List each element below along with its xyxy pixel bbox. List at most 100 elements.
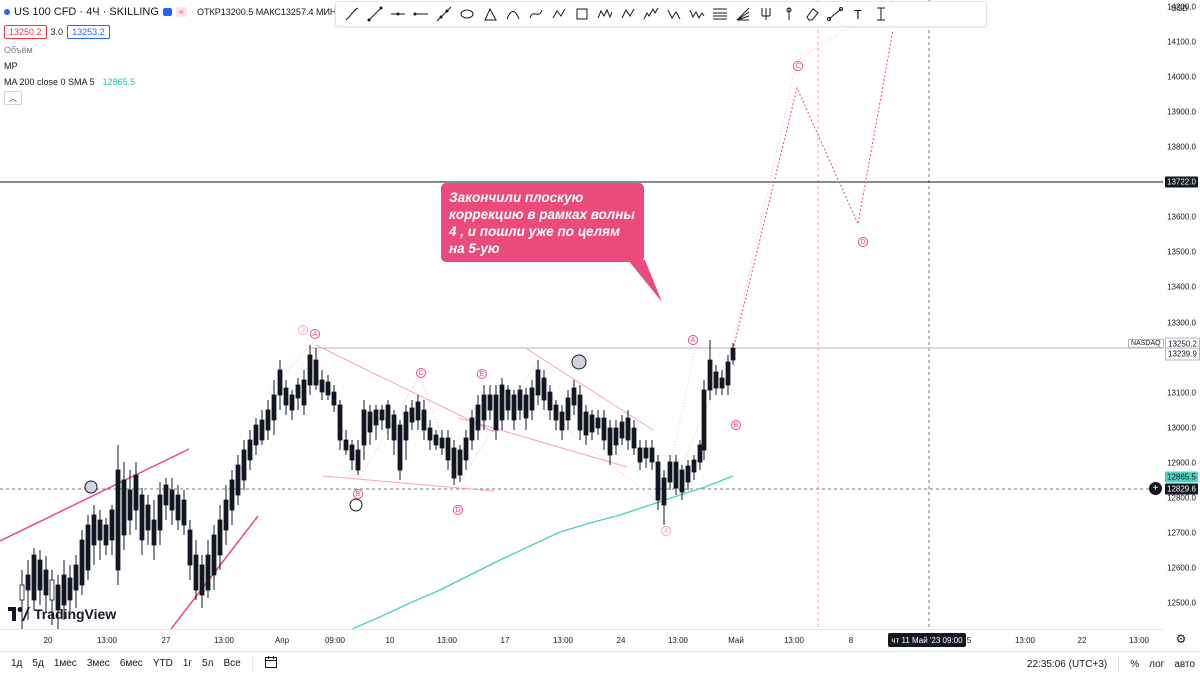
- pattern-icon[interactable]: [593, 3, 616, 25]
- text-icon[interactable]: T: [846, 3, 869, 25]
- time-axis[interactable]: чт 11 Май '23 09:00 5 20 13:00 27 13:00 Апр 0…: [0, 629, 1163, 651]
- ma-indicator-label[interactable]: MA 200 close 0 SMA 5: [4, 77, 95, 87]
- flag-icon[interactable]: [162, 8, 172, 16]
- candle-body: [649, 447, 655, 463]
- callout-annotation[interactable]: Закончили плоскую коррекцию в рамках вол…: [441, 183, 644, 262]
- wave-label-w3[interactable]: 3: [298, 325, 308, 335]
- polyline-icon[interactable]: [547, 3, 570, 25]
- wave-label-a1[interactable]: A: [310, 329, 320, 339]
- wave-label-b1[interactable]: B: [353, 489, 363, 499]
- candle-body: [631, 427, 637, 449]
- gear-icon[interactable]: ⚙: [1175, 632, 1187, 646]
- wave-label-c2[interactable]: C: [793, 61, 803, 71]
- candle-body: [625, 417, 631, 441]
- wave-label-d2[interactable]: D: [858, 237, 868, 247]
- triangle-icon[interactable]: [478, 3, 501, 25]
- tradingview-logo[interactable]: TradingView: [8, 606, 116, 622]
- symbol-title[interactable]: US 100 CFD · 4Ч · SKILLING: [14, 6, 159, 18]
- marker-circle-3[interactable]: [571, 354, 587, 370]
- range-button[interactable]: 1д: [11, 658, 23, 669]
- rectangle-icon[interactable]: [570, 3, 593, 25]
- path-icon[interactable]: [823, 3, 846, 25]
- candle-body: [565, 397, 571, 421]
- candle-body: [325, 381, 331, 396]
- ma-price-label: 12865.5: [1165, 471, 1198, 483]
- wave-label-c1[interactable]: C: [416, 368, 426, 378]
- currency-label[interactable]: USD: [1171, 4, 1188, 13]
- range-button[interactable]: 6мес: [119, 658, 143, 669]
- candle-body: [355, 449, 361, 471]
- marker-circle-2[interactable]: [349, 498, 363, 512]
- clock-label[interactable]: 22:35:06 (UTC+3): [1026, 658, 1108, 670]
- cursor-pen-icon[interactable]: [340, 3, 363, 25]
- extended-line-icon[interactable]: [432, 3, 455, 25]
- candle-body: [331, 391, 337, 406]
- range-button[interactable]: 1мес: [53, 658, 77, 669]
- wave-abc-icon[interactable]: [662, 3, 685, 25]
- ellipse-icon[interactable]: [455, 3, 478, 25]
- time-tick: 13:00: [552, 636, 574, 645]
- candle-body: [91, 514, 97, 546]
- channel-line-2[interactable]: [458, 417, 628, 468]
- arc-icon[interactable]: [501, 3, 524, 25]
- candle-body: [601, 417, 607, 441]
- pitchfork-icon[interactable]: [754, 3, 777, 25]
- sell-price-button[interactable]: 13250.2: [4, 25, 47, 39]
- volume-indicator-label[interactable]: Объём: [4, 45, 33, 55]
- candle-body: [409, 407, 415, 423]
- wave-projection-path[interactable]: [732, 29, 894, 351]
- range-button[interactable]: 5л: [202, 658, 214, 669]
- price-axis[interactable]: 14200.0 14100.0 14000.0 13900.0 13800.0 13600…: [1163, 0, 1200, 652]
- buy-price-button[interactable]: 13253.2: [67, 25, 110, 39]
- abcd-icon[interactable]: [616, 3, 639, 25]
- cursor-text-icon[interactable]: [869, 3, 892, 25]
- fib-icon[interactable]: [708, 3, 731, 25]
- candle-body: [719, 377, 725, 389]
- trend-line-upper[interactable]: [0, 448, 190, 542]
- eraser-icon[interactable]: [800, 3, 823, 25]
- wave-label-d1[interactable]: D: [453, 505, 463, 515]
- time-tick: 24: [616, 636, 626, 645]
- candle-body: [385, 404, 391, 429]
- channel-line-1[interactable]: [526, 348, 654, 431]
- range-button[interactable]: 5д: [32, 658, 44, 669]
- wave-label-e1[interactable]: E: [477, 369, 487, 379]
- triangle-top-line[interactable]: [315, 344, 495, 433]
- candle-body: [523, 394, 529, 419]
- ray-icon[interactable]: [409, 3, 432, 25]
- range-button[interactable]: Все: [223, 658, 241, 669]
- candle-body: [505, 389, 511, 411]
- chart-canvas[interactable]: [0, 0, 1163, 629]
- candle-body: [463, 437, 469, 461]
- range-button[interactable]: 3мес: [86, 658, 110, 669]
- curve-icon[interactable]: [524, 3, 547, 25]
- candle-body: [559, 411, 565, 431]
- wave-label-b2[interactable]: B: [731, 420, 741, 430]
- chevron-up-icon[interactable]: ︿: [4, 91, 22, 105]
- wave-label-a2[interactable]: A: [688, 335, 698, 345]
- wave-abcde-icon[interactable]: [685, 3, 708, 25]
- percent-toggle[interactable]: %: [1130, 658, 1140, 670]
- wave-12345-icon[interactable]: [639, 3, 662, 25]
- candle-body: [61, 574, 67, 606]
- time-tick: 27: [161, 636, 171, 645]
- range-button[interactable]: YTD: [152, 658, 173, 669]
- triangle-bottom-line[interactable]: [322, 475, 495, 492]
- auto-toggle[interactable]: авто: [1174, 658, 1195, 670]
- candle-body: [121, 479, 127, 536]
- candle-body: [535, 369, 541, 396]
- wave-label-w4[interactable]: 4: [661, 526, 671, 536]
- horizontal-line-icon[interactable]: [386, 3, 409, 25]
- price-tick: 14000.0: [1167, 72, 1196, 82]
- trend-line-icon[interactable]: [363, 3, 386, 25]
- log-toggle[interactable]: лог: [1149, 658, 1165, 670]
- prev-price-label: 13239.9: [1165, 347, 1200, 361]
- time-tick: 13:00: [1014, 636, 1036, 645]
- plus-icon[interactable]: +: [1149, 482, 1162, 495]
- fib-fan-icon[interactable]: [731, 3, 754, 25]
- calendar-range-icon[interactable]: [259, 655, 283, 672]
- pin-icon[interactable]: [777, 3, 800, 25]
- marker-circle-1[interactable]: [84, 480, 98, 494]
- range-button[interactable]: 1г: [182, 658, 193, 669]
- mp-indicator-label[interactable]: MP: [4, 61, 18, 71]
